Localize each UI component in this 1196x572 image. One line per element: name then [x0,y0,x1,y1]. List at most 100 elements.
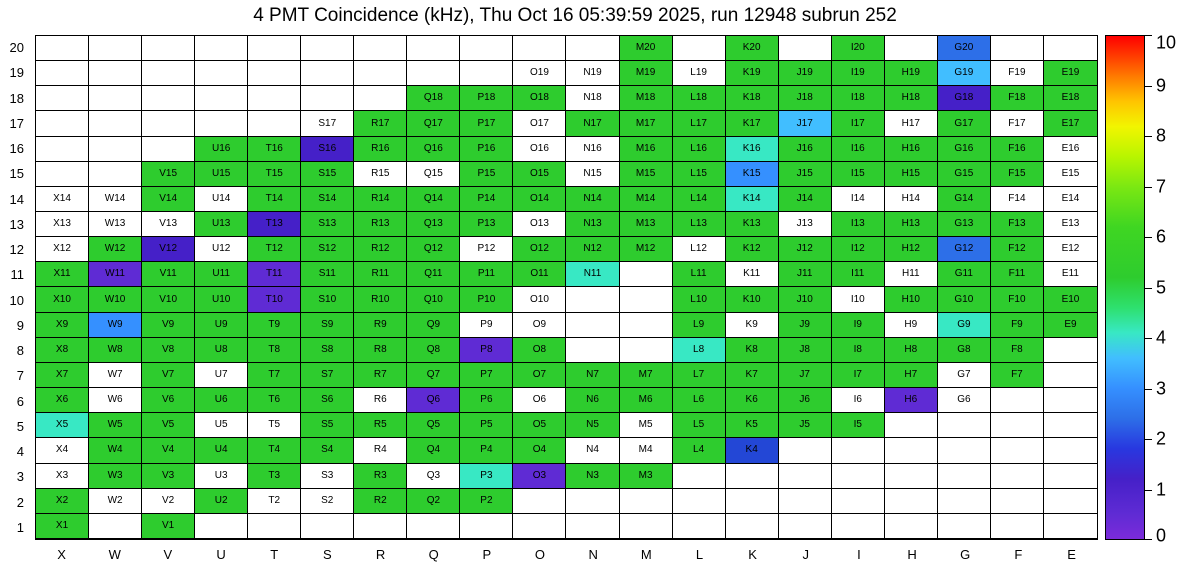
y-axis-label-17: 17 [9,115,24,131]
cell-R9: R9 [354,312,408,338]
cell-empty [566,312,620,338]
colorbar-tick-label-0: 0 [1156,525,1167,546]
cell-N16: N16 [566,136,620,162]
cell-I7: I7 [831,362,885,389]
cell-O9: O9 [513,312,567,338]
cell-H10: H10 [884,287,938,313]
cell-V12: V12 [142,237,196,263]
cell-G18: G18 [937,86,991,112]
cell-R2: R2 [354,488,408,514]
x-axis-label-Q: Q [428,546,439,562]
y-axis-label-2: 2 [16,494,24,510]
cell-K20: K20 [725,36,779,62]
cell-empty [301,36,355,62]
cell-G19: G19 [937,61,991,87]
cell-E17: E17 [1043,111,1097,137]
cell-W11: W11 [89,262,143,288]
heatmap-grid: M20 K20 I20 G20 O19 N19 M19 L19 K19 J19 I19 H19 G19 F… [35,35,1098,540]
cell-V5: V5 [142,413,196,439]
cell-T4: T4 [248,438,302,464]
colorbar-tick-label-10: 10 [1156,32,1177,53]
cell-K18: K18 [725,86,779,112]
cell-empty [619,262,673,288]
cell-L19: L19 [672,61,726,87]
cell-empty [778,488,832,514]
cell-S16: S16 [301,136,355,162]
colorbar-tick [1145,35,1152,36]
y-axis-label-18: 18 [9,90,24,106]
cell-L14: L14 [672,186,726,213]
colorbar-tick-label-2: 2 [1156,428,1167,449]
cell-N7: N7 [566,362,620,389]
cell-K7: K7 [725,362,779,389]
y-axis-label-6: 6 [16,393,24,409]
y-axis-labels: 20 19 18 17 16 15 14 13 12 11 10 9 8 7 6 5 4 3 2 1 [0,35,31,540]
cell-G16: G16 [937,136,991,162]
cell-N19: N19 [566,61,620,87]
cell-O11: O11 [513,262,567,288]
cell-N5: N5 [566,413,620,439]
cell-W9: W9 [89,312,143,338]
cell-J7: J7 [778,362,832,389]
cell-X8: X8 [36,337,90,363]
cell-R14: R14 [354,186,408,213]
cell-empty [778,36,832,62]
cell-empty [1043,362,1097,389]
cell-R12: R12 [354,237,408,263]
cell-empty [884,463,938,489]
cell-empty [142,86,196,112]
x-axis-label-S: S [323,546,332,562]
cell-O6: O6 [513,388,567,414]
cell-M5: M5 [619,413,673,439]
cell-L18: L18 [672,86,726,112]
cell-empty [89,86,143,112]
x-axis-label-I: I [857,546,861,562]
cell-empty [36,36,90,62]
cell-empty [1043,388,1097,414]
colorbar-tick-label-8: 8 [1156,125,1167,146]
cell-N14: N14 [566,186,620,213]
cell-L15: L15 [672,161,726,187]
cell-J18: J18 [778,86,832,112]
cell-W10: W10 [89,287,143,313]
cell-X6: X6 [36,388,90,414]
cell-T8: T8 [248,337,302,363]
cell-K15: K15 [725,161,779,187]
cell-Q9: Q9 [407,312,461,338]
cell-I9: I9 [831,312,885,338]
cell-M18: M18 [619,86,673,112]
cell-empty [1043,463,1097,489]
cell-S6: S6 [301,388,355,414]
cell-X13: X13 [36,212,90,238]
cell-empty [195,111,249,137]
cell-Q13: Q13 [407,212,461,238]
cell-R7: R7 [354,362,408,389]
cell-E16: E16 [1043,136,1097,162]
cell-T12: T12 [248,237,302,263]
cell-Q2: Q2 [407,488,461,514]
cell-M16: M16 [619,136,673,162]
cell-F7: F7 [990,362,1044,389]
cell-H9: H9 [884,312,938,338]
cell-empty [513,513,567,539]
cell-empty [89,513,143,539]
cell-empty [831,513,885,539]
cell-S13: S13 [301,212,355,238]
cell-G17: G17 [937,111,991,137]
cell-R3: R3 [354,463,408,489]
cell-V8: V8 [142,337,196,363]
cell-H18: H18 [884,86,938,112]
cell-empty [460,61,514,87]
cell-I18: I18 [831,86,885,112]
cell-empty [778,513,832,539]
colorbar-tick [1145,439,1152,440]
cell-S10: S10 [301,287,355,313]
cell-J6: J6 [778,388,832,414]
cell-empty [195,61,249,87]
cell-P11: P11 [460,262,514,288]
cell-F15: F15 [990,161,1044,187]
cell-L13: L13 [672,212,726,238]
y-axis-label-11: 11 [10,267,25,283]
x-axis-label-G: G [960,546,971,562]
cell-empty [619,513,673,539]
